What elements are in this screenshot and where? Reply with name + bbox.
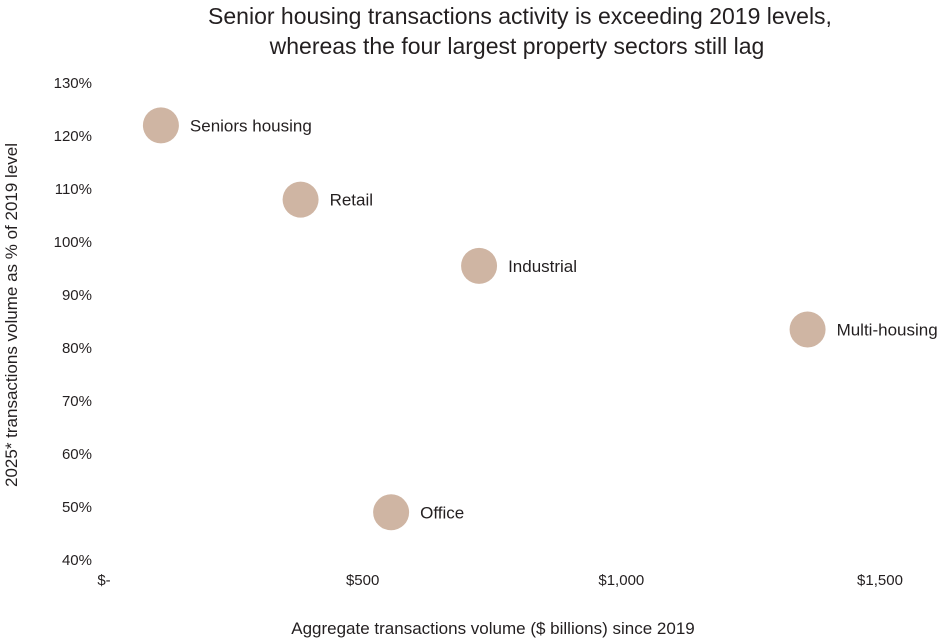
- y-tick-label: 40%: [62, 552, 92, 569]
- chart-title: Senior housing transactions activity is …: [208, 3, 832, 59]
- y-tick-label: 90%: [62, 287, 92, 304]
- point-industrial: [461, 247, 498, 284]
- point-label: Seniors housing: [190, 116, 312, 135]
- y-tick-label: 120%: [54, 128, 92, 145]
- y-tick-label: 100%: [54, 234, 92, 251]
- y-tick-label: 60%: [62, 446, 92, 463]
- x-tick-label: $1,500: [857, 572, 903, 589]
- y-tick-label: 110%: [55, 181, 92, 198]
- point-label: Industrial: [508, 257, 577, 276]
- y-tick-label: 130%: [54, 75, 92, 92]
- point-label: Office: [420, 503, 464, 522]
- x-tick-label: $1,000: [598, 572, 644, 589]
- point-multi-housing: [789, 311, 826, 348]
- x-tick-label: $-: [97, 572, 110, 589]
- y-tick-label: 50%: [62, 499, 92, 516]
- y-axis-ticks: 130% 120% 110% 100% 90% 80% 70% 60% 50% 40%: [54, 75, 92, 569]
- x-axis-ticks: $- $500 $1,000 $1,500: [97, 572, 903, 589]
- chart-title-line-2: whereas the four largest property sector…: [269, 33, 765, 59]
- x-axis-title: Aggregate transactions volume ($ billion…: [291, 619, 695, 638]
- point-label: Multi-housing: [837, 320, 938, 339]
- y-tick-label: 70%: [62, 393, 92, 410]
- point-seniors-housing: [142, 107, 179, 144]
- x-tick-label: $500: [346, 572, 379, 589]
- y-axis-title: 2025* transactions volume as % of 2019 l…: [2, 143, 21, 487]
- point-office: [373, 494, 410, 531]
- data-points: Seniors housing Retail Industrial Multi-hou…: [142, 107, 938, 531]
- point-label: Retail: [330, 191, 373, 210]
- point-retail: [282, 181, 319, 218]
- chart-title-line-1: Senior housing transactions activity is …: [208, 3, 832, 29]
- y-tick-label: 80%: [62, 340, 92, 357]
